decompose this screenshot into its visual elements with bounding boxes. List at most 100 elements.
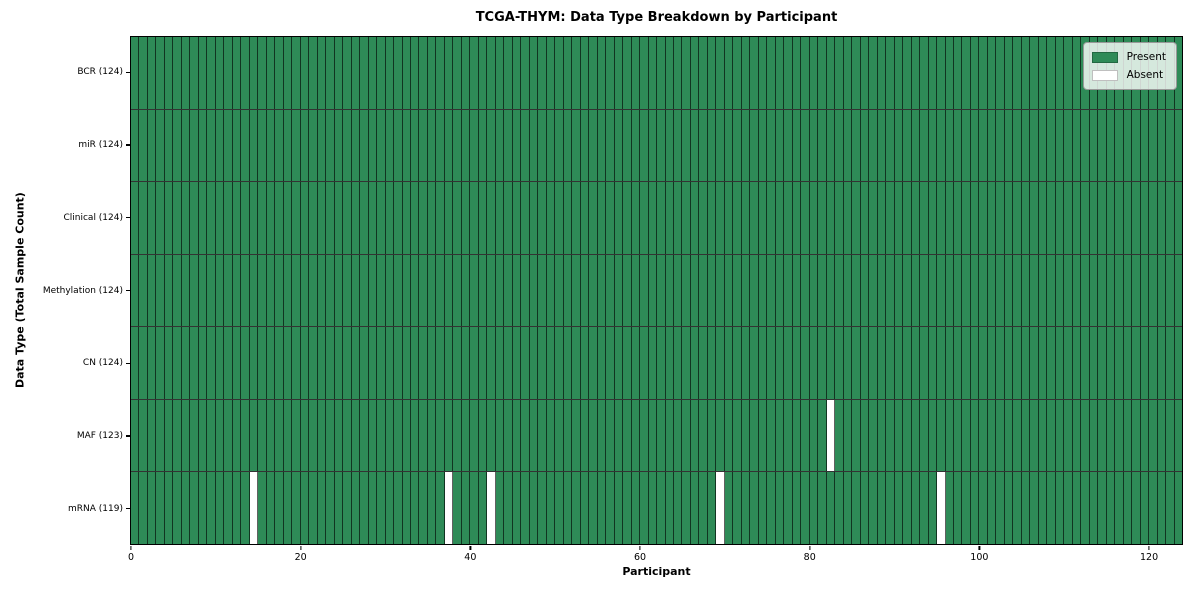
present-cell [1038,37,1048,109]
present-cell [682,472,691,545]
y-tick-label: BCR (124) [77,67,123,78]
present-cell [962,472,971,545]
present-cell [1089,472,1099,545]
present-cell [835,399,844,472]
present-cell [1166,182,1175,254]
present-cell [911,182,921,254]
present-cell [419,327,428,399]
present-cell [377,182,386,254]
present-cell [156,37,165,109]
present-cell [164,37,174,109]
present-cell [614,399,624,472]
present-cell [1021,37,1031,109]
present-cell [640,254,649,327]
present-cell [860,327,870,399]
present-cell [953,37,963,109]
present-cell [911,399,921,472]
present-cell [131,109,140,182]
present-cell [555,37,564,109]
present-cell [1115,182,1124,254]
present-cell [147,327,157,399]
present-cell [1157,399,1167,472]
present-cell [1055,37,1065,109]
present-cell [470,327,479,399]
present-cell [1021,472,1031,545]
present-cell [1081,254,1090,327]
present-cell [546,472,556,545]
data-type-row-CN [131,327,1183,400]
present-cell [707,472,717,545]
present-cell [529,182,539,254]
present-cell [139,37,148,109]
present-cell [809,399,819,472]
present-cell [410,254,420,327]
present-cell [147,254,157,327]
present-cell [674,254,683,327]
present-cell [707,182,717,254]
present-cell [453,182,462,254]
present-cell [147,182,157,254]
present-cell [894,254,904,327]
present-cell [699,472,708,545]
present-cell [1055,254,1065,327]
present-cell [826,327,836,399]
present-cell [665,254,674,327]
present-cell [410,399,420,472]
present-cell [478,254,488,327]
present-cell [1081,399,1090,472]
present-cell [521,327,530,399]
present-cell [657,182,666,254]
present-cell [801,254,810,327]
present-cell [758,182,768,254]
present-cell [1157,182,1167,254]
present-cell [563,399,573,472]
present-cell [894,109,904,182]
present-cell [1166,254,1175,327]
present-cell [860,399,870,472]
present-cell [529,109,539,182]
present-cell [394,182,403,254]
present-cell [758,37,768,109]
present-cell [657,37,666,109]
present-cell [690,327,700,399]
present-cell [979,109,988,182]
present-cell [241,254,250,327]
present-cell [1064,472,1073,545]
present-cell [1106,399,1116,472]
present-cell [1098,182,1107,254]
present-cell [1089,399,1099,472]
present-cell [792,327,802,399]
present-cell [309,37,318,109]
present-cell [164,399,174,472]
present-cell [1072,472,1082,545]
present-cell [1140,327,1150,399]
present-cell [826,254,836,327]
present-cell [801,109,810,182]
present-cell [343,254,352,327]
present-cell [648,399,658,472]
present-cell [181,399,191,472]
present-cell [928,472,938,545]
present-cell [572,37,581,109]
present-cell [835,37,844,109]
present-cell [606,472,615,545]
present-cell [512,37,522,109]
present-cell [1038,182,1048,254]
present-cell [241,182,250,254]
present-cell [292,254,301,327]
present-cell [419,254,428,327]
present-cell [614,37,624,109]
present-cell [461,472,471,545]
present-cell [597,399,607,472]
present-cell [266,327,276,399]
present-cell [690,399,700,472]
present-cell [292,37,301,109]
present-cell [801,399,810,472]
data-type-row-mRNA [131,472,1183,545]
present-cell [478,399,488,472]
present-cell [300,327,310,399]
absent-cell [826,399,836,472]
present-cell [682,37,691,109]
present-cell [360,37,369,109]
y-tick-row: Clinical (124) [0,181,130,254]
